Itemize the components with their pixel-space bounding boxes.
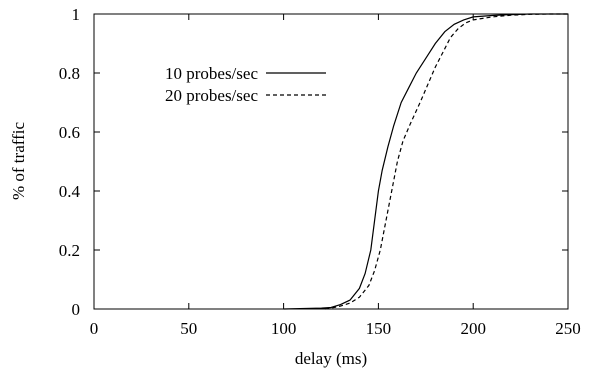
x-tick-label: 150 [366, 319, 392, 338]
y-tick-label: 0 [72, 300, 81, 319]
series-line-1 [283, 13, 568, 310]
legend-label-1: 10 probes/sec [165, 64, 258, 83]
legend: 10 probes/sec 20 probes/sec [165, 64, 326, 105]
y-tick-label: 0.2 [59, 241, 80, 260]
y-tick-label: 1 [72, 5, 81, 24]
x-tick-label: 0 [90, 319, 99, 338]
y-axis-label: % of traffic [9, 122, 28, 200]
series-line-2 [325, 13, 568, 310]
x-tick-label: 200 [460, 319, 486, 338]
x-tick-label: 100 [271, 319, 297, 338]
y-tick-label: 0.4 [59, 182, 81, 201]
tick-group: 0 50 100 150 200 250 0 0.2 0.4 0.6 0.8 1 [59, 5, 581, 338]
x-tick-label: 250 [555, 319, 581, 338]
y-tick-label: 0.6 [59, 123, 80, 142]
y-tick-label: 0.8 [59, 64, 80, 83]
plot-frame [93, 13, 569, 310]
x-tick-label: 50 [180, 319, 197, 338]
series-layer [283, 13, 568, 310]
legend-label-2: 20 probes/sec [165, 86, 258, 105]
x-axis-label: delay (ms) [295, 349, 367, 368]
